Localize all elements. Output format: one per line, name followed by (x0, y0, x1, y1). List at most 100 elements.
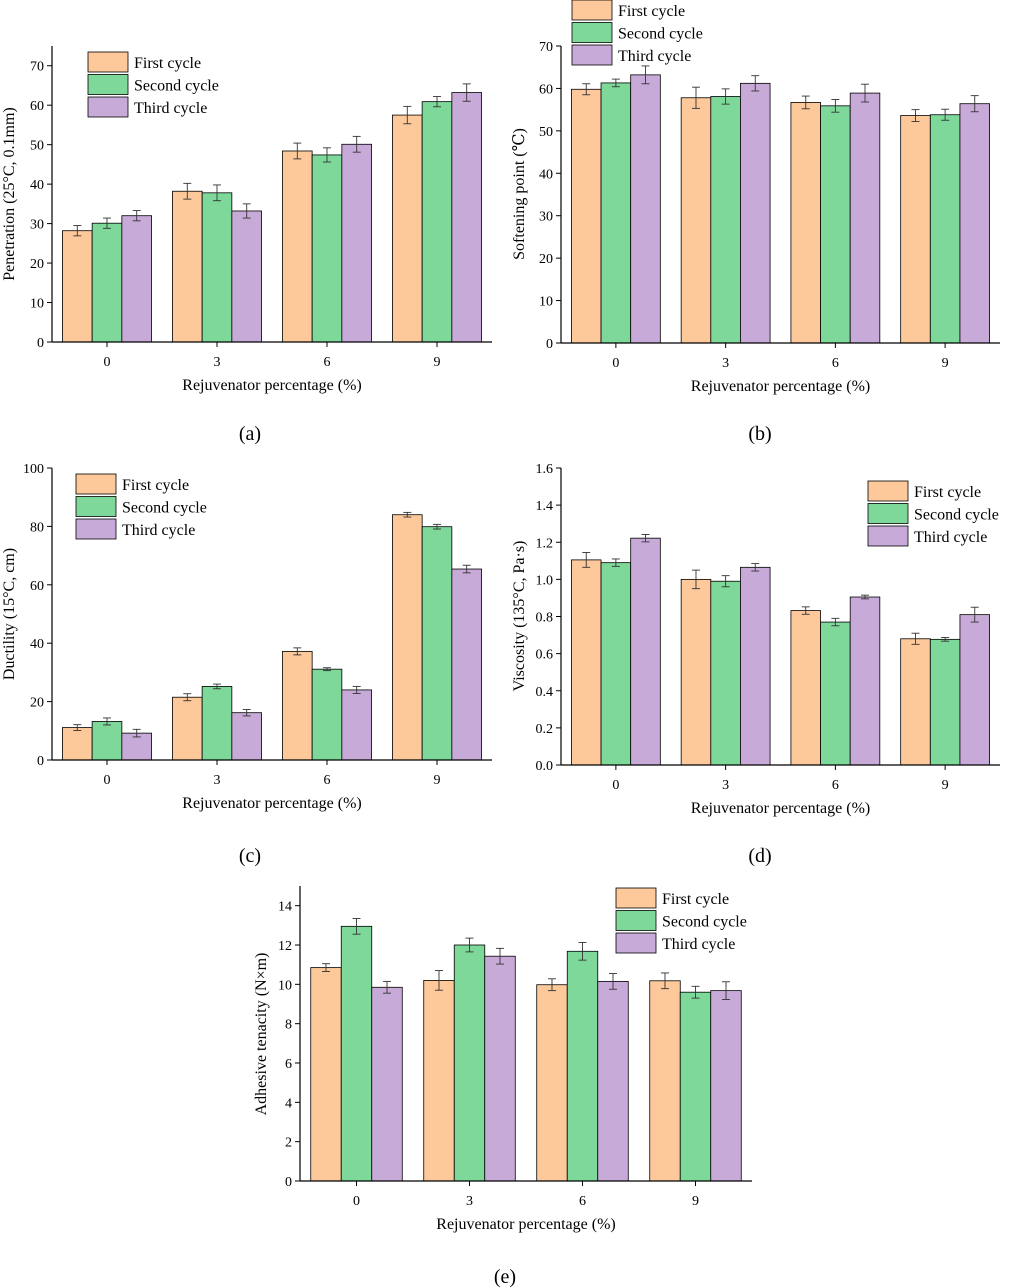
x-tick-label-a-3: 3 (214, 355, 221, 370)
bar-e-third-3 (484, 955, 516, 1182)
bar-c-second-0 (91, 721, 123, 761)
bar-d-third-3 (740, 566, 771, 766)
x-tick-label-d-9: 9 (942, 778, 949, 793)
bar-b-third-9 (959, 103, 990, 344)
y-tick-label-b-60: 60 (539, 82, 553, 97)
chart-e: 0 3 6 9 0 2 4 6 8 10 12 14 Rejuvenator percentage (%… (253, 886, 752, 1288)
bar-e-second-0 (340, 925, 373, 1182)
bar-a-first-9 (392, 114, 423, 343)
chart-d: 0 3 6 9 0.0 0.2 0.4 0.6 0.8 1.0 1.2 1.4 1.6 Rejuvenat… (511, 462, 1000, 867)
y-tick-label-e-12: 12 (278, 939, 292, 954)
bar-e-third-6 (597, 980, 629, 1182)
y-axis-label-d: Viscosity (135°C, Pa·s) (511, 541, 528, 692)
x-tick-label-c-0: 0 (104, 773, 111, 788)
x-axis-label-b: Rejuvenator percentage (%) (691, 378, 870, 395)
bar-d-third-9 (959, 614, 990, 766)
legend-label-b-second: Second cycle (618, 26, 703, 43)
bar-b-second-6 (820, 105, 851, 344)
legend-label-c-third: Third cycle (122, 522, 195, 539)
y-tick-label-d-0.2: 0.2 (536, 722, 554, 737)
legend-label-d-first: First cycle (914, 484, 981, 501)
bar-b-first-0 (571, 88, 602, 344)
panel-label-e: (e) (494, 1266, 516, 1288)
bar-b-third-3 (740, 82, 771, 344)
legend-c: First cycle Second cycle Third cycle (75, 473, 207, 540)
x-tick-label-c-3: 3 (214, 773, 221, 788)
y-tick-label-c-40: 40 (30, 637, 44, 652)
y-tick-label-d-0.4: 0.4 (536, 685, 554, 700)
bar-e-second-3 (453, 944, 486, 1182)
y-axis-label-e: Adhesive tenacity (N×m) (253, 953, 270, 1116)
bar-a-second-6 (311, 154, 343, 343)
y-tick-label-b-20: 20 (539, 252, 553, 267)
legend-label-e-second: Second cycle (662, 914, 747, 931)
bar-c-second-6 (311, 668, 343, 761)
y-tick-label-e-10: 10 (278, 978, 292, 993)
legend-label-e-third: Third cycle (662, 936, 735, 953)
y-axis-label-b: Softening point (℃) (511, 128, 528, 260)
bar-e-second-9 (679, 991, 712, 1182)
panel-label-c: (c) (239, 845, 261, 867)
bar-b-second-9 (929, 114, 961, 344)
x-tick-label-e-9: 9 (692, 1194, 699, 1209)
x-tick-label-a-0: 0 (104, 355, 111, 370)
y-tick-label-a-30: 30 (30, 218, 44, 233)
legend-swatch-a-third (87, 96, 129, 118)
bar-b-first-6 (790, 102, 821, 344)
legend-swatch-d-first (867, 480, 909, 502)
legend-label-d-third: Third cycle (914, 529, 987, 546)
bar-e-third-0 (371, 986, 403, 1182)
bar-c-third-6 (341, 689, 372, 761)
y-axis-label-c: Ductility (15°C, cm) (1, 548, 18, 680)
y-tick-label-d-1.4: 1.4 (536, 499, 554, 514)
x-tick-label-c-6: 6 (324, 773, 331, 788)
bar-d-second-3 (710, 580, 741, 766)
legend-swatch-b-first (571, 0, 613, 21)
bar-a-first-3 (172, 190, 203, 343)
x-tick-label-d-3: 3 (722, 778, 729, 793)
bar-b-third-0 (630, 74, 661, 344)
bar-e-first-6 (536, 984, 568, 1182)
panel-label-b: (b) (748, 423, 771, 445)
y-tick-label-b-50: 50 (539, 125, 553, 140)
bar-e-first-3 (423, 980, 455, 1182)
y-tick-label-c-20: 20 (30, 696, 44, 711)
x-tick-label-e-3: 3 (466, 1194, 473, 1209)
bar-a-third-0 (121, 215, 152, 343)
chart-a: 0 3 6 9 0 10 20 30 40 50 60 70 Rejuvenator percentag… (1, 46, 492, 445)
bar-c-third-0 (121, 732, 152, 761)
legend-b: First cycle Second cycle Third cycle (571, 0, 703, 66)
legend-swatch-e-third (615, 932, 657, 954)
bar-d-third-6 (849, 596, 881, 766)
y-axis-label-a: Penetration (25°C, 0.1mm) (1, 107, 18, 280)
bar-c-first-6 (282, 650, 313, 761)
y-tick-label-a-50: 50 (30, 139, 44, 154)
x-axis-label-e: Rejuvenator percentage (%) (436, 1216, 615, 1233)
legend-swatch-c-first (75, 473, 117, 495)
bar-c-third-3 (231, 712, 262, 761)
legend-swatch-d-third (867, 525, 909, 547)
y-tick-label-b-40: 40 (539, 167, 553, 182)
bar-b-second-0 (600, 82, 632, 344)
y-tick-label-d-1.2: 1.2 (536, 536, 554, 551)
x-tick-label-c-9: 9 (434, 773, 441, 788)
legend-label-c-second: Second cycle (122, 500, 207, 517)
bar-d-first-9 (900, 638, 931, 766)
x-tick-label-b-3: 3 (722, 356, 729, 371)
bar-d-first-6 (790, 610, 821, 766)
bar-e-first-9 (649, 980, 681, 1182)
legend-swatch-a-first (87, 51, 129, 73)
legend-label-c-first: First cycle (122, 477, 189, 494)
bar-c-second-3 (201, 686, 233, 761)
bar-d-second-6 (820, 621, 851, 766)
bar-a-second-9 (421, 101, 453, 343)
bar-c-third-9 (451, 568, 482, 761)
legend-a: First cycle Second cycle Third cycle (87, 51, 219, 118)
bar-c-first-0 (62, 727, 93, 761)
y-tick-label-a-0: 0 (37, 336, 44, 351)
y-tick-label-c-60: 60 (30, 579, 44, 594)
bar-b-first-9 (900, 115, 931, 344)
bar-a-second-3 (201, 192, 233, 343)
x-tick-label-b-0: 0 (612, 356, 619, 371)
y-tick-label-d-0.8: 0.8 (536, 611, 554, 626)
